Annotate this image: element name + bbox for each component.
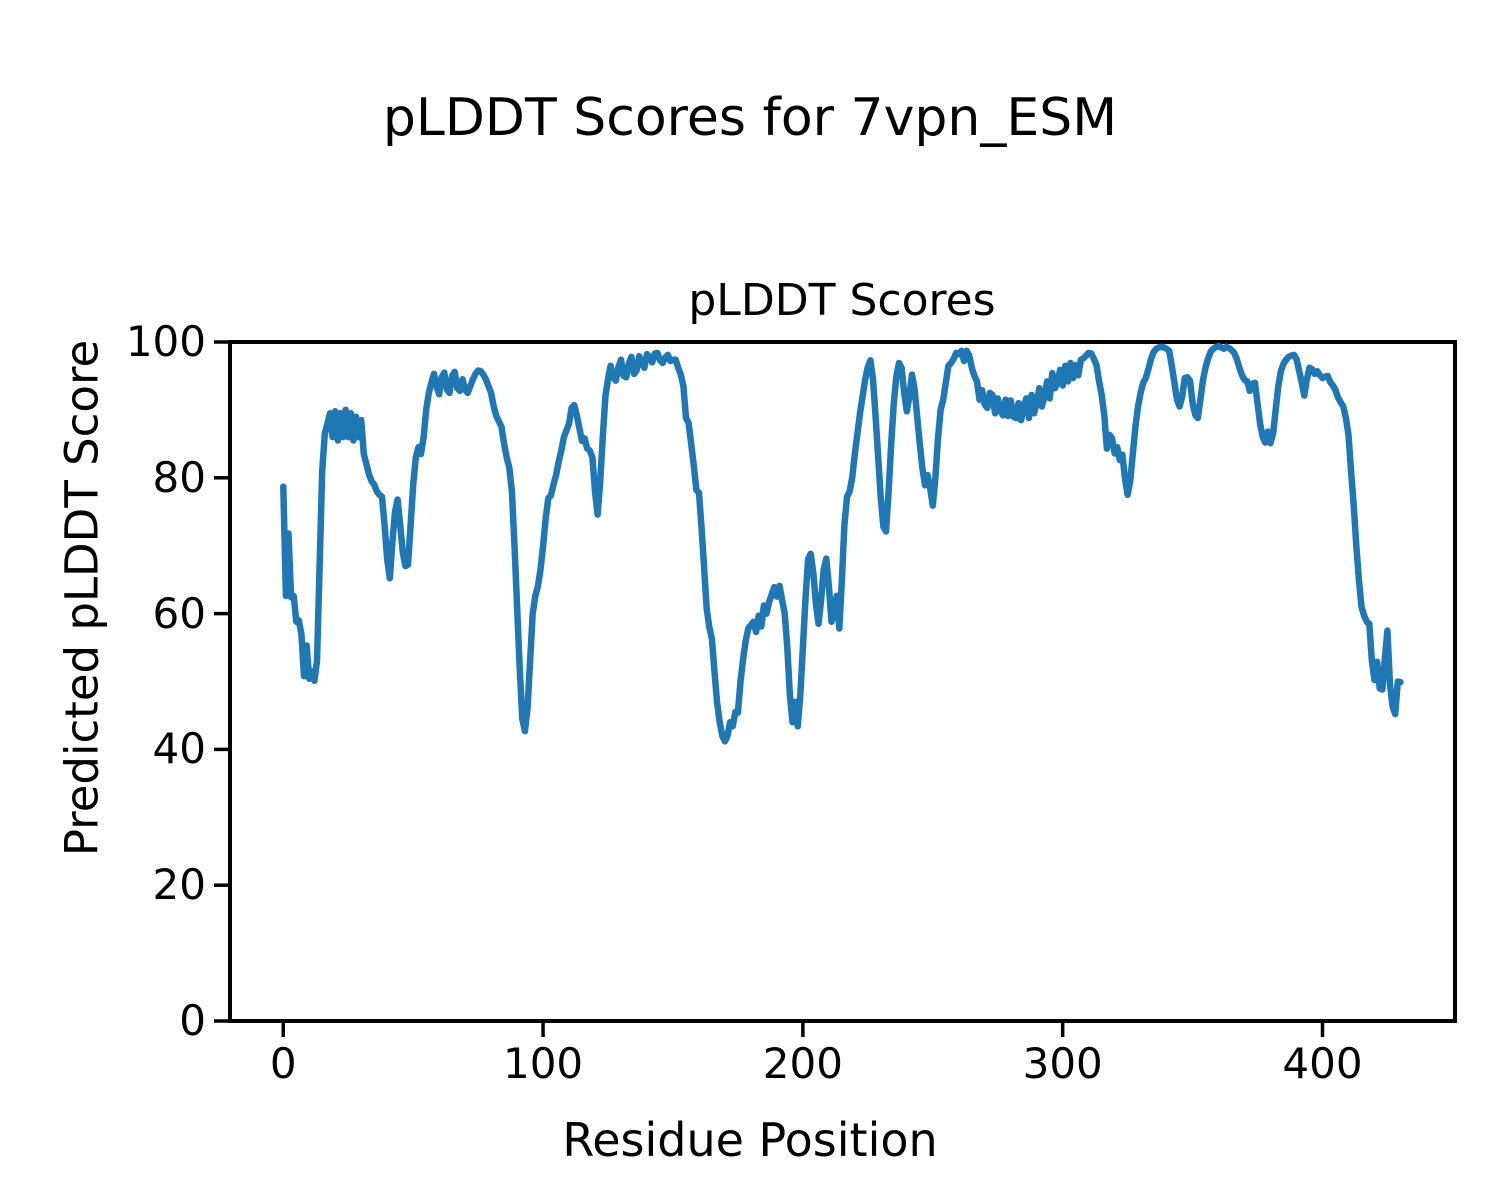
y-tick-label: 60	[152, 588, 206, 638]
y-ticks	[214, 340, 230, 1023]
y-tick-label: 80	[152, 452, 206, 502]
x-tick-label: 400	[1282, 1039, 1363, 1088]
figure-title: pLDDT Scores for 7vpn_ESM	[382, 88, 1118, 148]
y-tick-label: 100	[125, 317, 206, 366]
y-tick-label: 0	[179, 996, 206, 1045]
y-tick-label: 40	[152, 724, 206, 774]
pldd-series-line	[280, 342, 1404, 745]
y-tick-label: 20	[152, 860, 206, 910]
y-axis-label: Predicted pLDDT Score	[55, 339, 109, 857]
x-tick-label: 200	[762, 1039, 843, 1088]
x-ticks	[281, 1021, 1325, 1037]
x-tick-label: 0	[269, 1039, 297, 1088]
axes-spines	[228, 340, 1457, 1023]
x-axis-label: Residue Position	[562, 1113, 938, 1167]
x-tick-label: 100	[502, 1039, 584, 1088]
axes-title: pLDDT Scores	[688, 275, 996, 326]
x-tick-label: 300	[1022, 1039, 1103, 1088]
